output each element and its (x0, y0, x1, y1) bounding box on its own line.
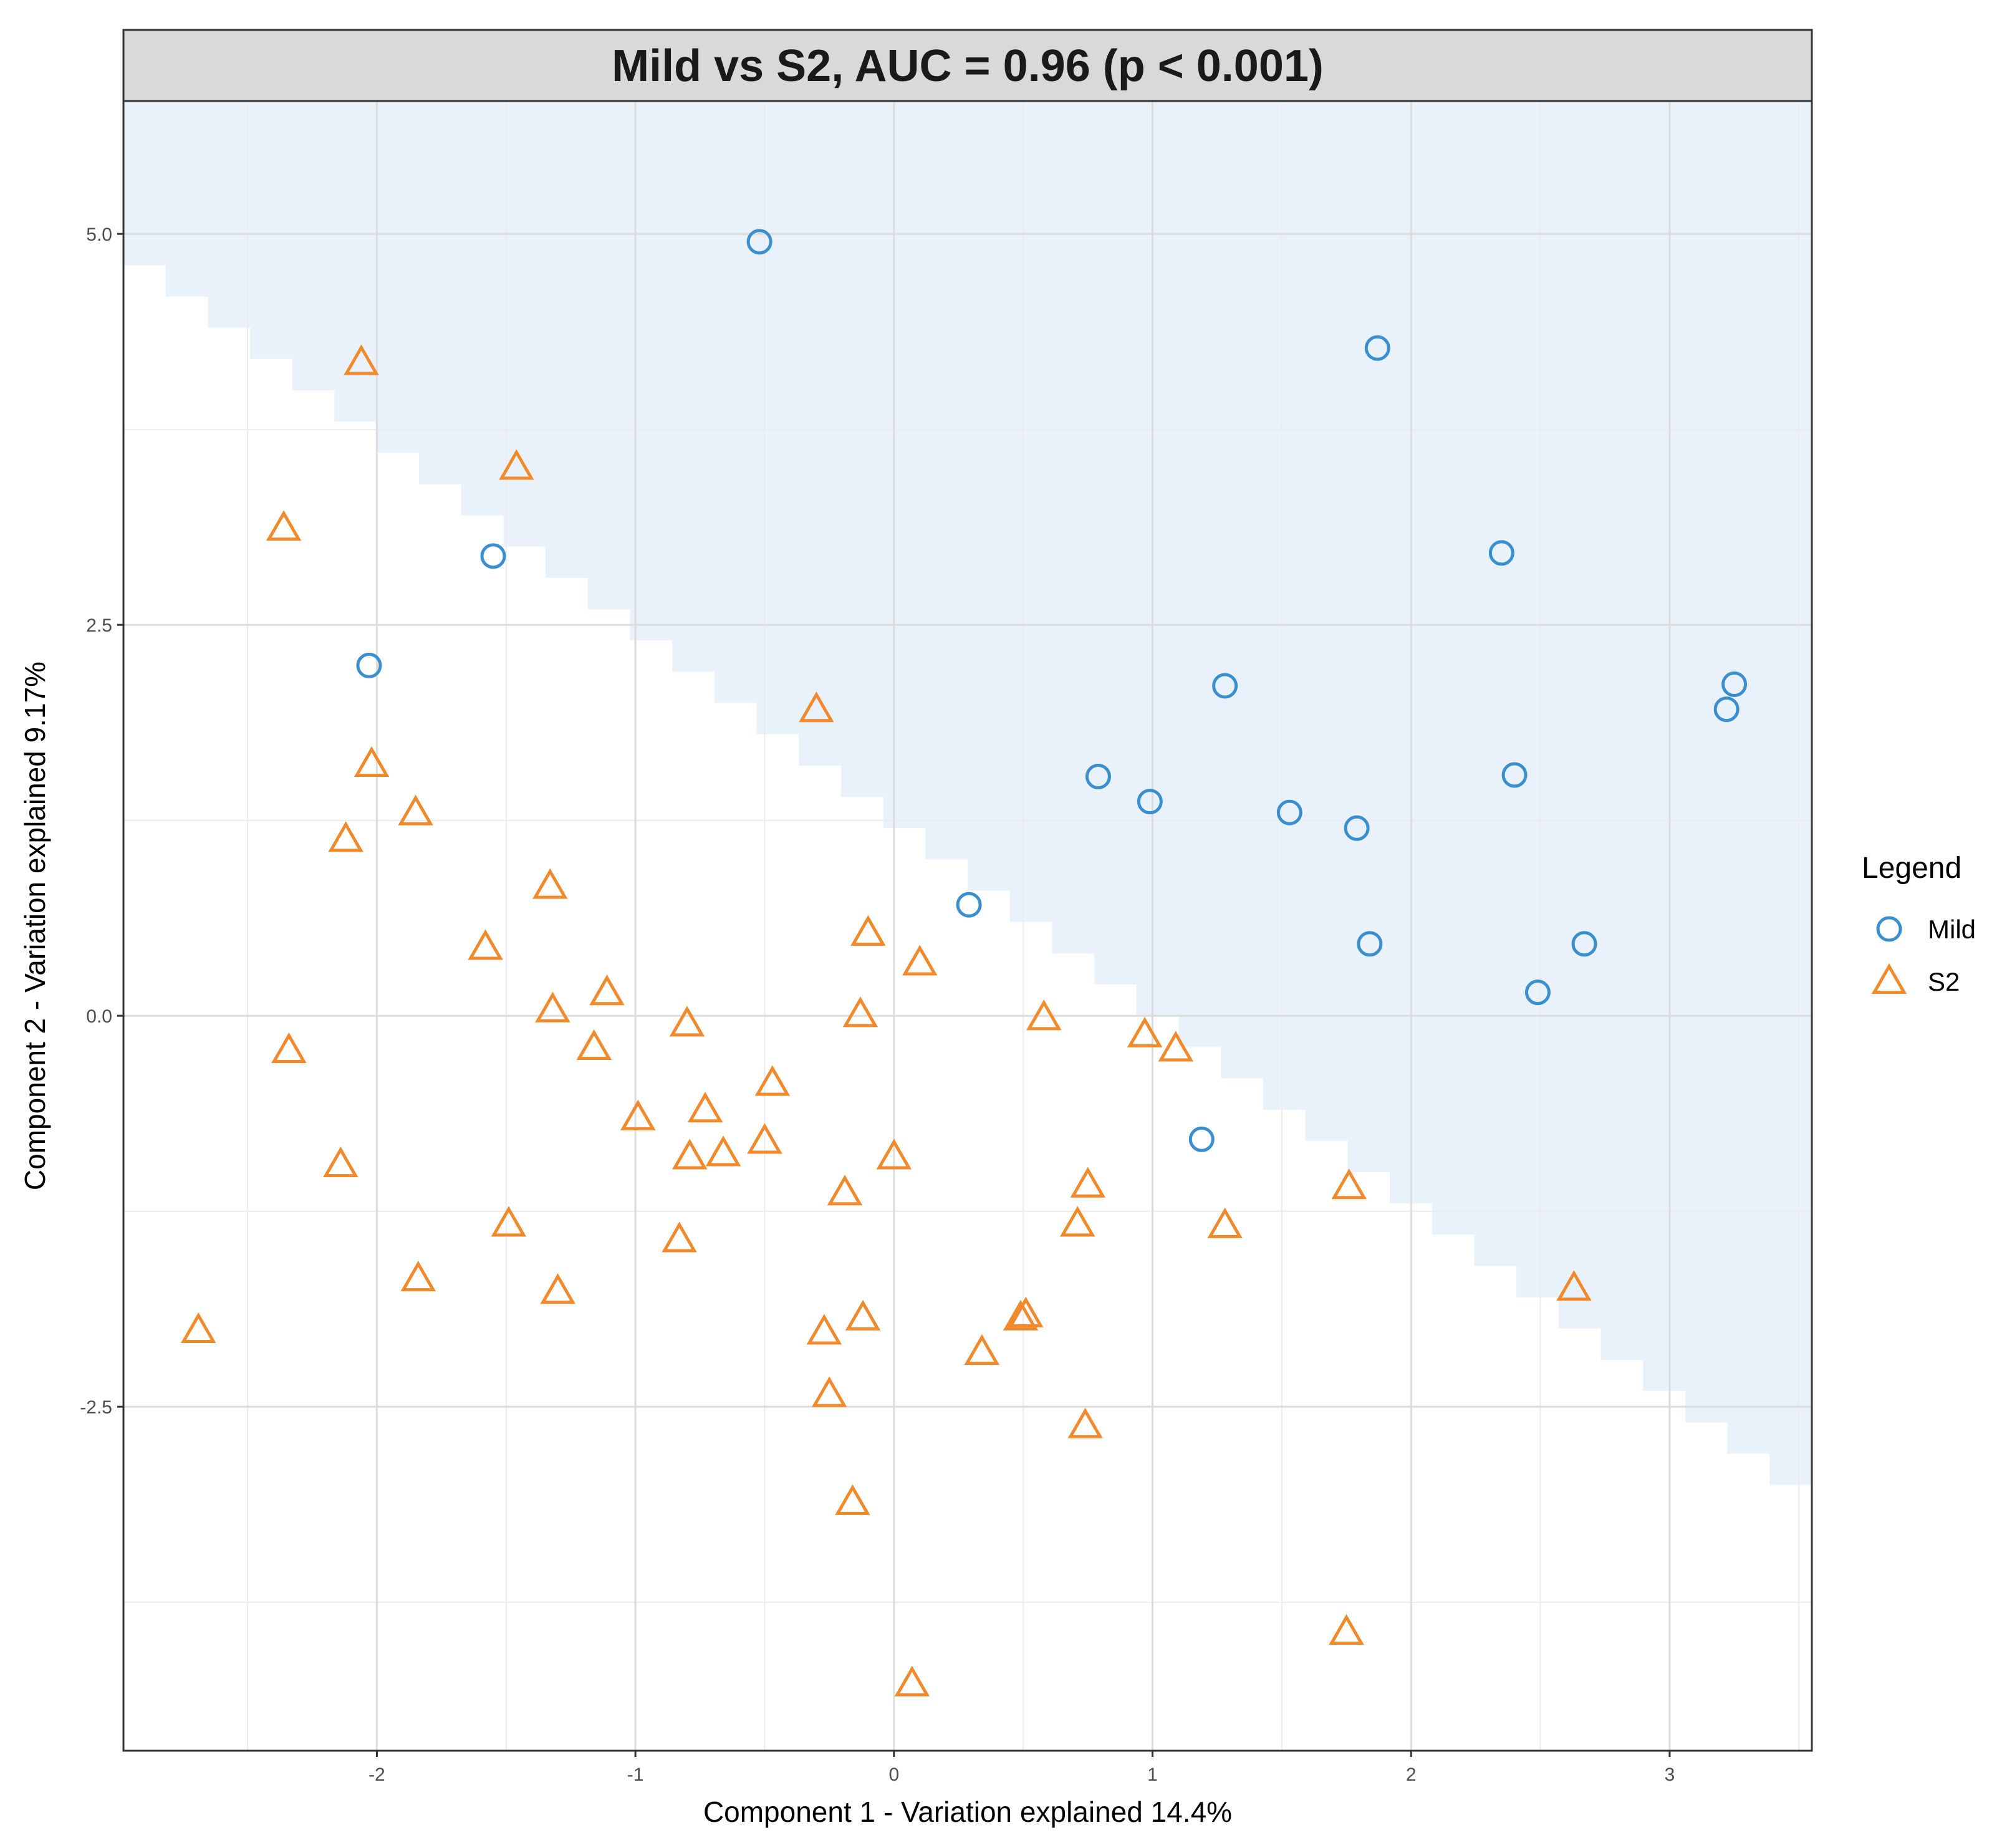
x-tick-label: -2 (368, 1764, 385, 1785)
mild-point (1188, 1126, 1215, 1152)
y-tick-label: 0.0 (86, 1006, 112, 1027)
mild-point (1085, 763, 1111, 789)
legend: Legend Mild S2 (1862, 852, 1976, 996)
s2-point (1331, 1168, 1367, 1200)
x-tick-label: 3 (1665, 1764, 1675, 1785)
mild-point (1571, 931, 1597, 957)
x-tick-label: 1 (1147, 1764, 1158, 1785)
s2-point (705, 1135, 741, 1167)
s2-point (468, 929, 503, 960)
x-tick-label: 2 (1406, 1764, 1417, 1785)
s2-point (835, 1484, 870, 1515)
mild-point (1276, 799, 1302, 825)
s2-point (344, 344, 379, 375)
grid-lines (123, 101, 1812, 1751)
mild-point (356, 652, 382, 678)
s2-point (1556, 1270, 1592, 1301)
s2-point (1026, 999, 1062, 1031)
s2-point (1008, 1296, 1044, 1327)
mild-point (480, 543, 506, 569)
mild-point (1137, 789, 1163, 815)
y-tick-label: -2.5 (80, 1397, 112, 1418)
s2-point (576, 1029, 612, 1060)
chart-title: Mild vs S2, AUC = 0.96 (p < 0.001) (612, 41, 1324, 91)
s2-point (620, 1099, 656, 1130)
s2-point (589, 975, 625, 1006)
mild-point (1488, 540, 1514, 566)
x-axis-ticks: -2 -1 0 1 2 3 (368, 1751, 1675, 1785)
mild-point (1713, 696, 1740, 723)
s2-point (1067, 1407, 1103, 1438)
y-tick-label: 5.0 (86, 224, 112, 245)
s2-point (1329, 1614, 1364, 1645)
s2-point (1158, 1031, 1194, 1062)
mild-legend-label: Mild (1928, 915, 1976, 944)
s2-point (1070, 1167, 1106, 1198)
s2-point (532, 868, 568, 899)
s2-point (811, 1376, 847, 1407)
mild-legend-key (1876, 916, 1902, 942)
s2-point (266, 510, 302, 541)
s2-point (400, 1261, 436, 1292)
s2-point (842, 996, 878, 1027)
x-tick-label: 0 (888, 1764, 899, 1785)
x-axis-title: Component 1 - Variation explained 14.4% (703, 1796, 1232, 1828)
s2-point (806, 1314, 842, 1345)
s2-legend-key (1871, 963, 1907, 994)
s2-point (662, 1221, 697, 1253)
s2-point (1003, 1299, 1039, 1331)
title-strip: Mild vs S2, AUC = 0.96 (p < 0.001) (122, 29, 1813, 102)
s2-point (845, 1299, 881, 1331)
y-axis-title: Component 2 - Variation explained 9.17% (19, 662, 51, 1190)
mild-point (1212, 673, 1238, 699)
s2-point (535, 991, 570, 1023)
s2-point (827, 1175, 863, 1206)
mild-point (1524, 979, 1551, 1006)
mild-point (1721, 671, 1748, 698)
plot-panel (122, 100, 1813, 1752)
mild-point (1344, 815, 1370, 841)
s2-point (747, 1123, 782, 1154)
s2-point (499, 449, 534, 480)
s2-point (876, 1138, 912, 1170)
s2-point (1127, 1016, 1163, 1047)
y-axis-ticks: -2.5 0.0 2.5 5.0 (80, 224, 123, 1418)
mild-point (1364, 335, 1390, 361)
s2-point (354, 746, 390, 777)
s2-point (1207, 1207, 1243, 1238)
s2-point (181, 1312, 216, 1343)
x-tick-label: -1 (627, 1764, 644, 1785)
s2-point (328, 821, 363, 852)
mild-decision-region (123, 101, 1812, 1516)
s2-point (902, 945, 938, 976)
s2-point (271, 1032, 307, 1063)
s2-point (850, 915, 886, 946)
s2-point (799, 691, 834, 723)
mild-point (1501, 762, 1528, 788)
s2-point (540, 1273, 575, 1304)
s2-point (491, 1206, 527, 1237)
y-tick-label: 2.5 (86, 615, 112, 636)
mild-point (746, 229, 772, 255)
legend-items: Mild S2 (1871, 915, 1976, 996)
s2-point (964, 1334, 1000, 1365)
data-points (181, 229, 1748, 1696)
s2-point (398, 794, 433, 825)
s2-point (687, 1092, 723, 1123)
s2-point (894, 1665, 930, 1696)
s2-legend-label: S2 (1928, 967, 1960, 996)
s2-point (1060, 1206, 1095, 1237)
title-strip-background (122, 29, 1813, 102)
s2-point (754, 1065, 791, 1096)
s2-point (669, 1006, 705, 1037)
mild-point (956, 892, 982, 918)
mild-point (1357, 931, 1383, 957)
s2-point (671, 1138, 708, 1170)
s2-point (323, 1146, 359, 1178)
legend-title: Legend (1862, 852, 1961, 885)
